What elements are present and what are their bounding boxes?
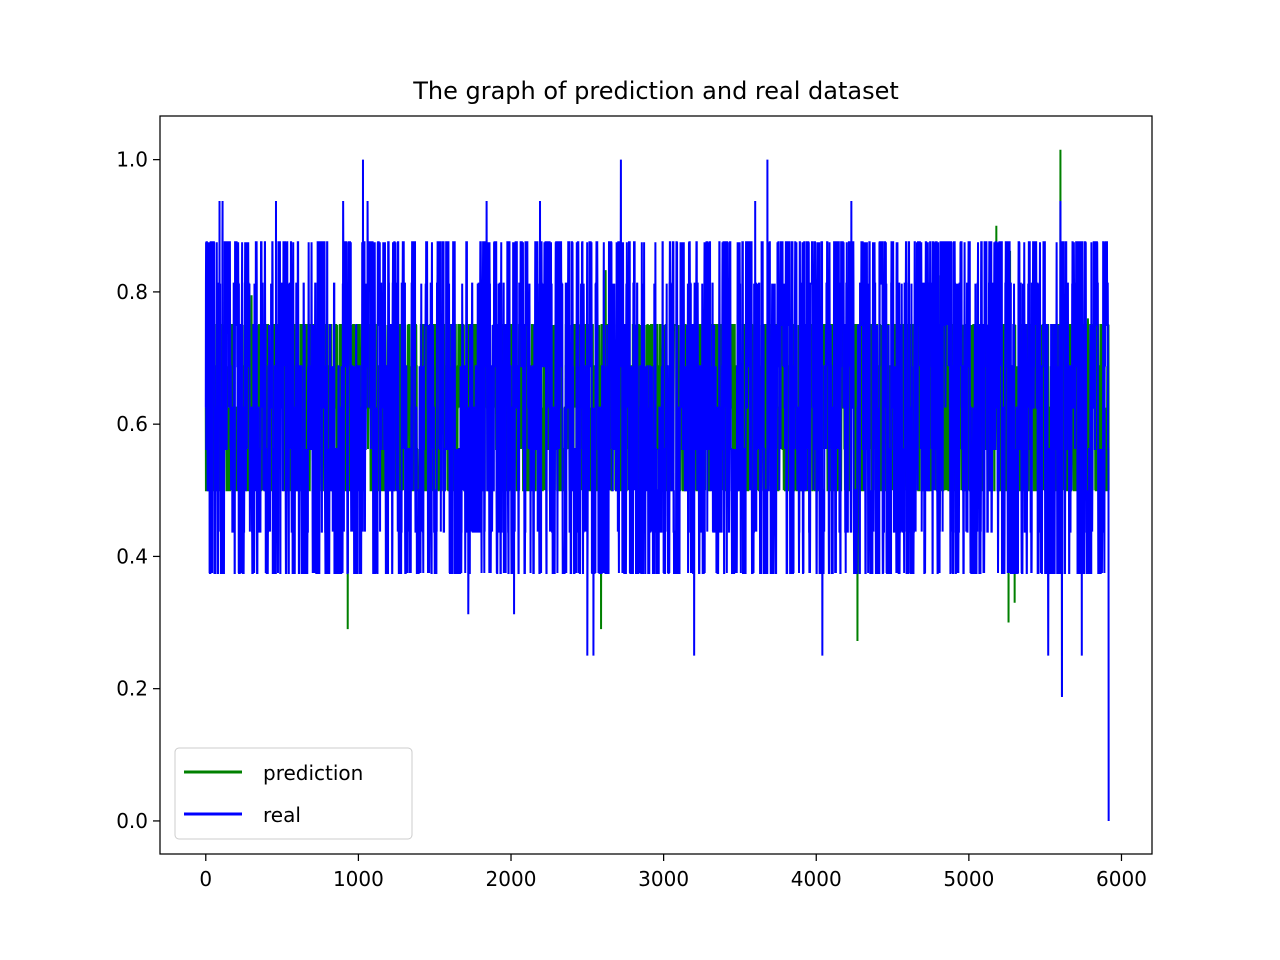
y-tick-label: 0.4 <box>116 544 148 568</box>
chart-title: The graph of prediction and real dataset <box>412 77 899 105</box>
x-tick-label: 5000 <box>943 867 994 891</box>
series-layer <box>204 149 1110 821</box>
y-tick-label: 1.0 <box>116 148 148 172</box>
y-tick-label: 0.8 <box>116 280 148 304</box>
x-tick-label: 1000 <box>333 867 384 891</box>
x-tick-label: 6000 <box>1096 867 1147 891</box>
axes-layer: 0 1000 2000 3000 4000 5000 6000 0.0 0.2 0.4 0.6 0.8… <box>116 148 1147 891</box>
x-tick-label: 0 <box>199 867 212 891</box>
series-line-real <box>204 159 1110 821</box>
x-tick-label: 4000 <box>791 867 842 891</box>
legend-label-real: real <box>263 803 301 827</box>
y-tick-label: 0.0 <box>116 809 148 833</box>
y-tick-label: 0.6 <box>116 412 148 436</box>
plot-frame <box>159 115 1153 855</box>
y-tick-label: 0.2 <box>116 677 148 701</box>
legend: prediction real <box>174 747 413 840</box>
x-tick-label: 2000 <box>486 867 537 891</box>
x-tick-label: 3000 <box>638 867 689 891</box>
legend-label-prediction: prediction <box>263 761 363 785</box>
